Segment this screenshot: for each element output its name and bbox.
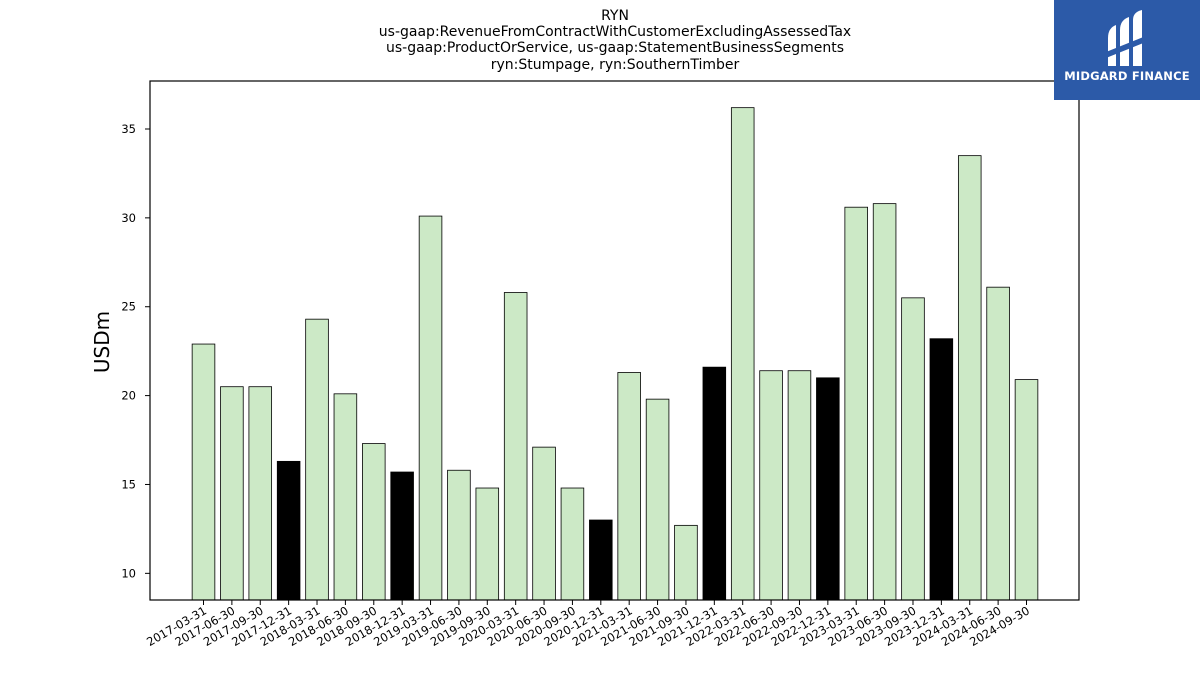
bar-2017-06-30	[220, 386, 244, 601]
bar-2023-06-30	[872, 203, 897, 601]
chart-title-line: us-gaap:RevenueFromContractWithCustomerE…	[379, 24, 851, 40]
bar-2018-06-30	[333, 393, 358, 601]
bar-2024-03-31	[957, 155, 982, 601]
bar-2020-12-31	[589, 519, 613, 601]
bar-2024-06-30	[986, 286, 1010, 601]
y-axis: 10 15 20 25 30 35	[121, 122, 150, 580]
bar-2019-03-31	[418, 215, 443, 601]
y-tick-label: 10	[121, 566, 136, 580]
bar-2019-09-30	[475, 487, 500, 601]
bar-2018-12-31	[390, 471, 414, 601]
bar-2024-09-30	[1014, 379, 1039, 601]
bar-2018-03-31	[305, 318, 329, 601]
bar-2022-12-31	[816, 377, 840, 601]
y-tick-label: 15	[121, 477, 136, 491]
x-axis: 2017-03-312017-06-302017-09-302017-12-31…	[144, 600, 1032, 649]
bar-2018-09-30	[362, 443, 386, 601]
chart-title-line: ryn:Stumpage, ryn:SouthernTimber	[491, 57, 740, 73]
y-tick-label: 30	[121, 211, 136, 225]
bar-2020-09-30	[560, 487, 585, 601]
y-axis-label: USDm	[90, 311, 114, 373]
chart-title-line: us-gaap:ProductOrService, us-gaap:Statem…	[386, 40, 844, 56]
bar-2017-09-30	[248, 386, 273, 601]
bar-2020-06-30	[532, 446, 556, 601]
bar-2017-12-31	[276, 460, 301, 601]
bar-2021-09-30	[674, 524, 698, 601]
logo-mark-icon	[1106, 10, 1146, 66]
y-tick-label: 25	[121, 300, 136, 314]
bar-2017-03-31	[191, 343, 216, 601]
brand-name: MIDGARD FINANCE	[1064, 69, 1190, 83]
y-tick-label: 20	[121, 389, 136, 403]
bar-2023-09-30	[901, 297, 925, 601]
y-tick-label: 35	[121, 122, 136, 136]
bar-2020-03-31	[503, 292, 528, 601]
chart-title: RYN us-gaap:RevenueFromContractWithCusto…	[379, 8, 851, 73]
bar-2019-06-30	[447, 469, 471, 601]
bar-2023-03-31	[844, 206, 868, 601]
bar-2022-03-31	[730, 107, 755, 601]
chart-title-line: RYN	[601, 8, 629, 24]
bar-2023-12-31	[929, 338, 954, 601]
bar-2021-03-31	[617, 372, 641, 601]
plot-frame	[149, 80, 1080, 601]
bar-2022-09-30	[787, 370, 812, 601]
bars	[191, 107, 1039, 601]
bar-2022-06-30	[759, 370, 783, 601]
bar-2021-06-30	[645, 398, 670, 601]
bar-2021-12-31	[702, 366, 727, 601]
brand-logo: MIDGARD FINANCE	[1054, 0, 1200, 100]
